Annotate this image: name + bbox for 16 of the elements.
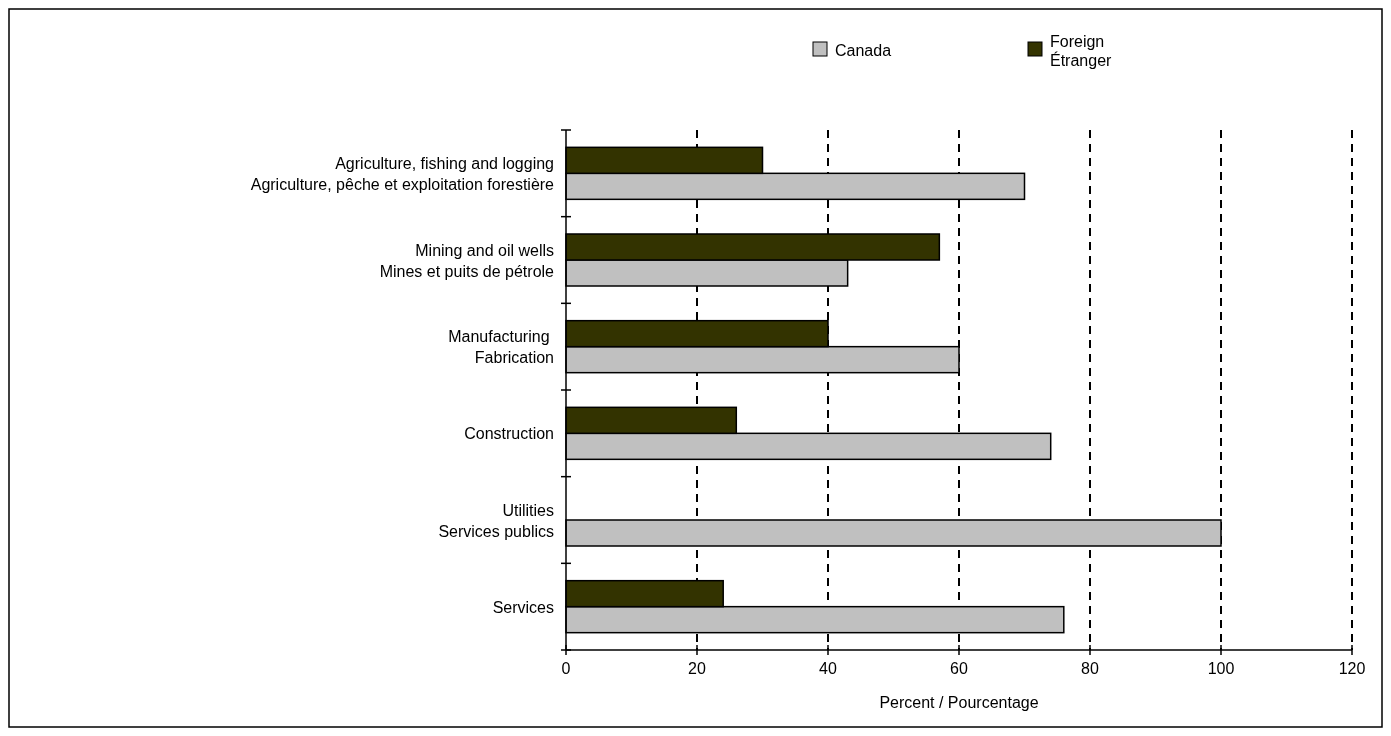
y-tick-label: Services — [492, 598, 554, 616]
legend-label: Canada — [835, 42, 892, 59]
x-tick-label: 0 — [561, 660, 571, 677]
x-axis-title: Percent / Pourcentage — [879, 694, 1039, 711]
y-tick-label: Utilities Services publics — [438, 501, 554, 540]
y-tick-label: Mining and oil wells Mines et puits de pétrole — [379, 241, 555, 280]
legend-label: Foreign Étranger — [1050, 32, 1113, 69]
x-tick-label: 80 — [1081, 660, 1099, 677]
x-tick-label: 40 — [819, 660, 837, 677]
x-tick-label: 60 — [950, 660, 968, 677]
y-tick-label: Construction — [464, 425, 554, 443]
x-tick-label: 100 — [1207, 660, 1235, 677]
x-tick-label: 20 — [688, 660, 706, 677]
y-tick-label: Agriculture, fishing and logging Agriculture, pêche et exploitation forestière — [250, 154, 555, 193]
x-tick-label: 120 — [1338, 660, 1366, 677]
y-tick-label: Manufacturing Fabrication — [448, 328, 554, 367]
